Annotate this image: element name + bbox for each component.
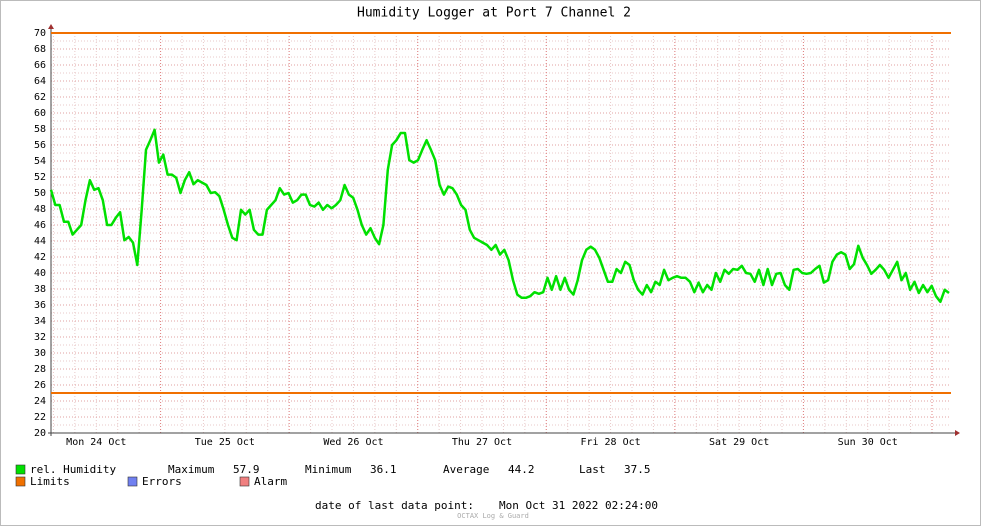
- chart-title: Humidity Logger at Port 7 Channel 2: [357, 6, 631, 21]
- stat-value: 57.9: [233, 463, 260, 476]
- legend-swatch: [127, 476, 138, 487]
- y-tick-label: 58: [34, 124, 46, 135]
- y-tick-label: 62: [34, 92, 46, 103]
- stat-label: Minimum: [305, 463, 352, 476]
- y-tick-label: 68: [34, 44, 46, 55]
- legend-swatch: [239, 476, 250, 487]
- y-tick-label: 66: [34, 60, 46, 71]
- y-tick-label: 38: [34, 284, 46, 295]
- x-tick-label: Wed 26 Oct: [323, 437, 383, 448]
- axis-arrow: [48, 24, 54, 29]
- x-tick-label: Tue 25 Oct: [195, 437, 255, 448]
- y-tick-label: 52: [34, 172, 46, 183]
- legend-label: Limits: [30, 475, 70, 488]
- stat-value: 44.2: [508, 463, 535, 476]
- x-tick-label: Fri 28 Oct: [580, 437, 640, 448]
- y-tick-label: 48: [34, 204, 46, 215]
- last-point: Mon Oct 31 2022 02:24:00: [499, 499, 658, 512]
- legend-label: Alarm: [254, 475, 287, 488]
- y-tick-label: 44: [34, 236, 46, 247]
- x-tick-label: Sun 30 Oct: [838, 437, 898, 448]
- stat-value: 36.1: [370, 463, 397, 476]
- stat-label: Last: [579, 463, 606, 476]
- y-tick-label: 64: [34, 76, 46, 87]
- legend-swatch: [15, 476, 26, 487]
- y-tick-label: 28: [34, 364, 46, 375]
- y-tick-label: 60: [34, 108, 46, 119]
- stat-value: 37.5: [624, 463, 651, 476]
- data-line: [49, 128, 950, 304]
- y-tick-label: 26: [34, 380, 46, 391]
- stat-label: Maximum: [168, 463, 215, 476]
- stat-label: Average: [443, 463, 489, 476]
- y-tick-label: 34: [34, 316, 46, 327]
- x-tick-label: Thu 27 Oct: [452, 437, 512, 448]
- y-tick-label: 70: [34, 28, 46, 39]
- y-tick-label: 42: [34, 252, 46, 263]
- y-tick-label: 36: [34, 300, 46, 311]
- axis-arrow: [955, 430, 960, 436]
- y-tick-label: 22: [34, 412, 46, 423]
- legend-swatch: [15, 464, 26, 475]
- y-tick-label: 50: [34, 188, 46, 199]
- credit: OCTAX Log & Guard: [457, 512, 529, 520]
- y-tick-label: 56: [34, 140, 46, 151]
- y-tick-label: 20: [34, 428, 46, 439]
- last-point-label: date of last data point:: [315, 499, 474, 512]
- legend-label: Errors: [142, 475, 182, 488]
- legend-label: rel. Humidity: [30, 463, 116, 476]
- x-tick-label: Mon 24 Oct: [66, 437, 126, 448]
- y-tick-label: 24: [34, 396, 46, 407]
- y-tick-label: 30: [34, 348, 46, 359]
- y-tick-label: 54: [34, 156, 46, 167]
- y-tick-label: 40: [34, 268, 46, 279]
- y-tick-label: 46: [34, 220, 46, 231]
- x-tick-label: Sat 29 Oct: [709, 437, 769, 448]
- y-tick-label: 32: [34, 332, 46, 343]
